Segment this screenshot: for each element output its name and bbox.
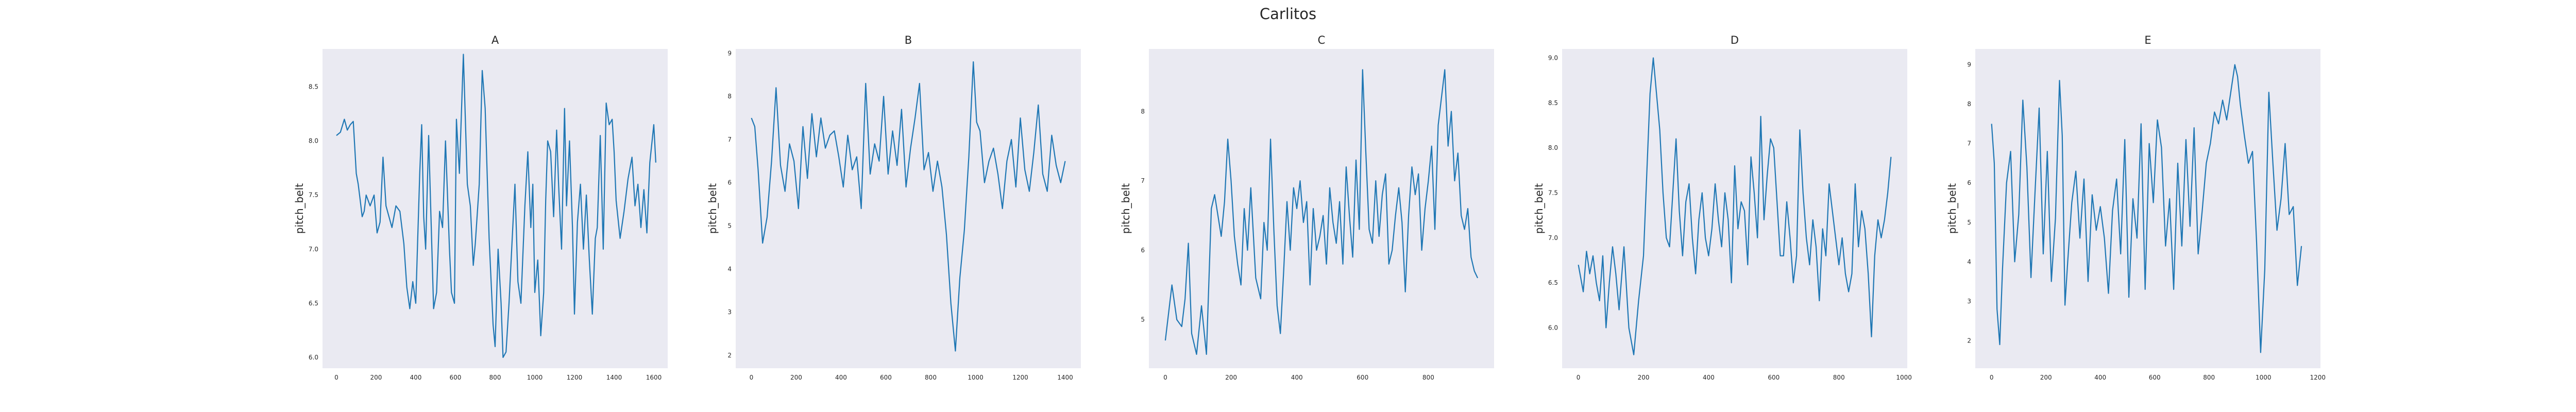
x-tick-label: 1000 — [527, 374, 543, 381]
y-tick-label: 8.0 — [309, 138, 318, 145]
x-tick-label: 800 — [1833, 374, 1845, 381]
y-tick-label: 4 — [1967, 258, 1971, 265]
y-tick-label: 6.5 — [1548, 279, 1558, 286]
x-tick-label: 800 — [2203, 374, 2215, 381]
y-tick-label: 6.5 — [309, 300, 318, 307]
y-axis-label: pitch_belt — [293, 183, 306, 234]
x-tick-label: 0 — [1163, 374, 1167, 381]
x-tick-label: 0 — [1990, 374, 1994, 381]
y-tick-label: 3 — [727, 308, 732, 316]
y-tick-label: 6.0 — [1548, 324, 1558, 331]
y-tick-label: 6.0 — [309, 354, 318, 361]
y-axis-label: pitch_belt — [706, 183, 719, 234]
x-tick-label: 800 — [489, 374, 501, 381]
panel-title: B — [905, 34, 912, 46]
y-tick-label: 5 — [1967, 219, 1971, 226]
y-tick-label: 8 — [1141, 108, 1145, 115]
y-axis-label: pitch_belt — [1533, 183, 1545, 234]
y-tick-label: 2 — [727, 352, 732, 359]
x-tick-label: 800 — [1422, 374, 1434, 381]
x-tick-label: 800 — [925, 374, 937, 381]
x-tick-label: 600 — [1357, 374, 1368, 381]
x-tick-label: 1200 — [567, 374, 583, 381]
x-tick-label: 0 — [1577, 374, 1581, 381]
y-axis-label: pitch_belt — [1120, 183, 1132, 234]
x-tick-label: 400 — [2094, 374, 2106, 381]
y-tick-label: 7 — [727, 136, 732, 143]
x-tick-label: 400 — [835, 374, 847, 381]
x-tick-label: 1000 — [1896, 374, 1912, 381]
panel-title: E — [2144, 34, 2151, 46]
x-tick-label: 400 — [1291, 374, 1303, 381]
series-line — [1164, 69, 1479, 355]
x-tick-label: 1200 — [2310, 374, 2326, 381]
y-tick-label: 7.0 — [309, 246, 318, 253]
x-tick-label: 1000 — [2256, 374, 2272, 381]
series-line — [751, 61, 1066, 352]
y-tick-label: 5 — [727, 222, 732, 230]
y-tick-label: 6 — [727, 179, 732, 186]
y-tick-label: 7.0 — [1548, 234, 1558, 242]
series-line — [1991, 64, 2302, 353]
x-tick-label: 400 — [1703, 374, 1715, 381]
x-tick-label: 400 — [410, 374, 422, 381]
y-tick-label: 8.0 — [1548, 144, 1558, 151]
plot-area — [1562, 49, 1907, 368]
x-tick-label: 200 — [370, 374, 382, 381]
x-tick-label: 600 — [880, 374, 892, 381]
y-tick-label: 8.5 — [1548, 99, 1558, 107]
x-tick-label: 600 — [2149, 374, 2161, 381]
x-tick-label: 1200 — [1012, 374, 1028, 381]
y-tick-label: 3 — [1967, 298, 1971, 305]
y-tick-label: 2 — [1967, 337, 1971, 344]
x-tick-label: 200 — [790, 374, 802, 381]
x-tick-label: 1000 — [968, 374, 984, 381]
y-tick-label: 6 — [1967, 179, 1971, 186]
panel-title: C — [1318, 34, 1326, 46]
plot-area — [1149, 49, 1494, 368]
y-tick-label: 4 — [727, 265, 732, 272]
y-tick-label: 5 — [1141, 316, 1145, 323]
y-tick-label: 7.5 — [309, 192, 318, 199]
series-line — [1578, 57, 1892, 355]
y-tick-label: 8 — [727, 93, 732, 100]
y-tick-label: 8 — [1967, 100, 1971, 108]
series-line — [336, 54, 656, 358]
panel-title: A — [492, 34, 499, 46]
x-tick-label: 200 — [1638, 374, 1650, 381]
x-tick-label: 200 — [2040, 374, 2052, 381]
y-tick-label: 9 — [1967, 61, 1971, 68]
x-tick-label: 200 — [1225, 374, 1237, 381]
x-tick-label: 1400 — [1057, 374, 1073, 381]
x-tick-label: 600 — [450, 374, 462, 381]
y-tick-label: 6 — [1141, 247, 1145, 254]
x-tick-label: 600 — [1768, 374, 1780, 381]
x-tick-label: 0 — [334, 374, 338, 381]
y-tick-label: 9 — [727, 49, 732, 57]
plot-area — [323, 49, 668, 368]
x-tick-label: 1400 — [606, 374, 622, 381]
y-tick-label: 9.0 — [1548, 54, 1558, 61]
y-tick-label: 8.5 — [309, 83, 318, 91]
y-axis-label: pitch_belt — [1946, 183, 1958, 234]
y-tick-label: 7.5 — [1548, 189, 1558, 196]
panel-title: D — [1731, 34, 1739, 46]
x-tick-label: 1600 — [646, 374, 662, 381]
x-tick-label: 0 — [750, 374, 754, 381]
figure-title: Carlitos — [1259, 5, 1317, 23]
y-tick-label: 7 — [1141, 177, 1145, 184]
plot-area — [736, 49, 1081, 368]
y-tick-label: 7 — [1967, 140, 1971, 147]
